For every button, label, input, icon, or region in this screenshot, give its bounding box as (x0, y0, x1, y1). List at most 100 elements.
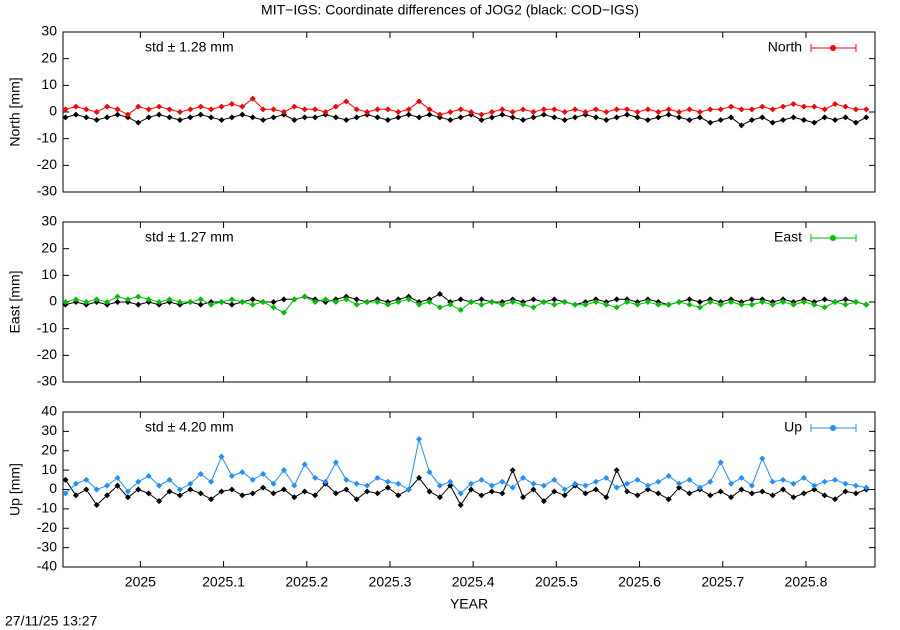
data-point (852, 106, 859, 113)
y-tick-label: 0 (49, 293, 57, 309)
data-point (114, 293, 121, 300)
std-annotation: std ± 4.20 mm (145, 419, 234, 435)
data-point (790, 480, 797, 487)
data-point (540, 482, 547, 489)
data-point (343, 486, 350, 493)
data-point (353, 114, 360, 121)
data-point (72, 103, 79, 110)
y-tick-label: -20 (37, 156, 57, 172)
data-point (249, 490, 256, 497)
data-point (509, 484, 516, 491)
data-point (374, 490, 381, 497)
data-point (863, 301, 870, 308)
data-point (93, 296, 100, 303)
data-point (842, 296, 849, 303)
data-point (62, 490, 69, 497)
data-point (468, 480, 475, 487)
data-point (270, 106, 277, 113)
data-point (426, 488, 433, 495)
data-point (572, 301, 579, 308)
data-point (332, 299, 339, 305)
data-point (384, 478, 391, 485)
data-point (634, 114, 641, 121)
data-point (540, 106, 547, 113)
y-tick-label: -20 (37, 519, 57, 535)
data-point (312, 106, 319, 113)
y-tick-label: 10 (41, 461, 57, 477)
data-point (364, 482, 371, 489)
data-point (364, 299, 371, 305)
data-point (228, 486, 235, 493)
data-point (395, 299, 402, 305)
data-point (468, 109, 475, 115)
data-point (405, 486, 412, 493)
data-point (197, 471, 204, 477)
data-point (499, 106, 506, 113)
data-point (707, 299, 714, 305)
data-point (218, 117, 225, 123)
data-point (72, 492, 79, 499)
data-point (395, 492, 402, 499)
data-point (624, 111, 631, 118)
data-point (530, 480, 537, 487)
data-point (405, 111, 412, 118)
data-point (176, 486, 183, 493)
data-point (176, 117, 183, 123)
data-point (332, 103, 339, 110)
data-point (301, 106, 308, 113)
data-point (426, 106, 433, 113)
data-point (405, 296, 412, 303)
data-point (769, 492, 776, 499)
data-point (83, 476, 90, 483)
data-point (156, 299, 163, 305)
data-point (156, 482, 163, 489)
data-point (603, 474, 610, 481)
data-point (561, 117, 568, 123)
data-point (717, 106, 724, 113)
x-tick-label: 2025 (125, 574, 156, 590)
series-line (65, 468, 867, 506)
data-point (312, 299, 319, 305)
data-point (93, 502, 100, 508)
data-point (644, 482, 651, 489)
data-point (478, 111, 485, 118)
data-point (488, 299, 495, 305)
data-point (582, 109, 589, 115)
data-point (530, 109, 537, 115)
data-point (551, 114, 558, 121)
x-tick-label: 2025.5 (535, 574, 578, 590)
data-point (239, 492, 246, 499)
data-point (624, 488, 631, 495)
data-point (228, 101, 235, 107)
data-point (301, 293, 308, 300)
data-point (509, 467, 516, 474)
data-point (572, 114, 579, 121)
data-point (176, 492, 183, 499)
data-point (665, 111, 672, 118)
data-point (728, 103, 735, 110)
data-point (72, 111, 79, 118)
data-point (696, 299, 703, 305)
data-point (800, 474, 807, 481)
data-point (821, 106, 828, 113)
data-point (270, 114, 277, 121)
data-point (780, 117, 787, 123)
data-point (249, 476, 256, 483)
data-point (821, 296, 828, 303)
data-point (322, 478, 329, 485)
data-point (655, 490, 662, 497)
data-point (447, 478, 454, 485)
data-point (343, 296, 350, 303)
data-point (613, 296, 620, 303)
data-point (260, 484, 267, 491)
data-point (197, 103, 204, 110)
y-tick-label: -10 (37, 500, 57, 516)
data-point (457, 106, 464, 113)
data-point (530, 114, 537, 121)
data-point (592, 478, 599, 485)
data-point (696, 484, 703, 491)
data-point (187, 480, 194, 487)
data-point (62, 114, 69, 121)
data-point (488, 482, 495, 489)
data-point (280, 309, 287, 316)
